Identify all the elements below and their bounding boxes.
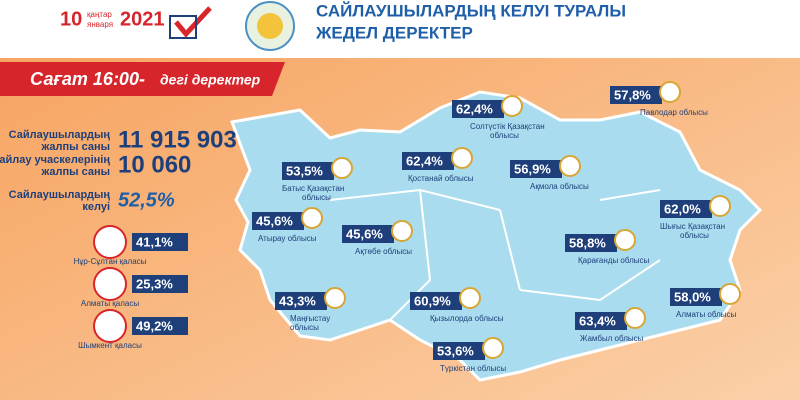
region-icon bbox=[501, 95, 523, 117]
region-name: Маңғыстау bbox=[290, 314, 330, 323]
region-name: Алматы облысы bbox=[676, 310, 737, 319]
region-icon bbox=[451, 147, 473, 169]
region-value-box bbox=[660, 200, 712, 218]
region-name: облысы bbox=[680, 231, 709, 240]
city-icon bbox=[93, 309, 127, 343]
region-value-box bbox=[410, 292, 462, 310]
region-value-box bbox=[670, 288, 722, 306]
region-icon bbox=[614, 229, 636, 251]
city-value: 25,3% bbox=[136, 276, 173, 291]
region-value: 53,5% bbox=[286, 163, 323, 178]
city-value: 41,1% bbox=[136, 234, 173, 249]
city-value-box bbox=[132, 317, 188, 335]
stat-label: келуі bbox=[82, 201, 110, 213]
region-value-box bbox=[275, 292, 327, 310]
city-icon bbox=[93, 267, 127, 301]
region-name: Қарағанды облысы bbox=[578, 256, 650, 265]
region-icon bbox=[719, 283, 741, 305]
region-borders bbox=[329, 188, 661, 321]
title-line2: ЖЕДЕЛ ДЕРЕКТЕР bbox=[315, 23, 473, 42]
region-icon bbox=[624, 307, 646, 329]
region-value: 60,9% bbox=[414, 293, 451, 308]
title-line1: САЙЛАУШЫЛАРДЫҢ КЕЛУІ ТУРАЛЫ bbox=[316, 1, 626, 20]
region-value: 56,9% bbox=[514, 161, 551, 176]
region-icon bbox=[391, 220, 413, 242]
region-value-box bbox=[433, 342, 485, 360]
region-value-box bbox=[252, 212, 304, 230]
region-name: Ақмола облысы bbox=[530, 182, 589, 191]
region-value-box bbox=[510, 160, 562, 178]
region-value: 63,4% bbox=[579, 313, 616, 328]
region-name: Солтүстік Қазақстан bbox=[470, 122, 545, 131]
region-value-box bbox=[565, 234, 617, 252]
city-value-box bbox=[132, 233, 188, 251]
region-value: 43,3% bbox=[279, 293, 316, 308]
check-icon bbox=[174, 6, 212, 38]
date-month-ru: января bbox=[87, 20, 113, 29]
header-band bbox=[0, 0, 800, 58]
region-name: Түркістан облысы bbox=[440, 364, 506, 373]
region-value: 58,0% bbox=[674, 289, 711, 304]
region-name: Қостанай облысы bbox=[408, 174, 474, 183]
region-icon bbox=[459, 287, 481, 309]
region-value: 62,4% bbox=[406, 153, 443, 168]
date-month-kz: қаңтар bbox=[87, 10, 112, 19]
stat-label: Сайлау учаскелерінің bbox=[0, 154, 110, 166]
region-name: Павлодар облысы bbox=[640, 108, 708, 117]
region-icon bbox=[482, 337, 504, 359]
city-icon bbox=[93, 225, 127, 259]
region-value: 58,8% bbox=[569, 235, 606, 250]
city-value-box bbox=[132, 275, 188, 293]
region-name: Шығыс Қазақстан bbox=[660, 222, 725, 231]
stat-value: 52,5% bbox=[118, 189, 175, 211]
region-value: 62,4% bbox=[456, 101, 493, 116]
region-value: 57,8% bbox=[614, 87, 651, 102]
city-name: Нұр-Сұлтан қаласы bbox=[74, 257, 147, 266]
region-value-box bbox=[342, 225, 394, 243]
region-value: 45,6% bbox=[346, 226, 383, 241]
banner bbox=[0, 62, 285, 96]
banner-title: Сағат 16:00- bbox=[30, 69, 145, 89]
emblem-center bbox=[257, 13, 283, 39]
banner-suffix: дегі деректер bbox=[160, 72, 261, 88]
region-icon bbox=[559, 155, 581, 177]
region-name: облысы bbox=[290, 323, 319, 332]
stat-value: 11 915 903 bbox=[118, 126, 237, 153]
stat-label: Сайлаушылардың bbox=[9, 189, 111, 201]
region-value-box bbox=[282, 162, 334, 180]
city-name: Алматы қаласы bbox=[81, 299, 139, 308]
region-name: облысы bbox=[302, 193, 331, 202]
date-day: 10 bbox=[60, 8, 82, 30]
region-name: Қызылорда облысы bbox=[430, 314, 504, 323]
city-name: Шымкент қаласы bbox=[78, 341, 142, 350]
region-icon bbox=[301, 207, 323, 229]
region-name: Ақтөбе облысы bbox=[355, 247, 412, 256]
region-value-box bbox=[610, 86, 662, 104]
stat-label: Сайлаушылардың bbox=[9, 129, 111, 141]
region-name: Батыс Қазақстан bbox=[282, 184, 344, 193]
region-icon bbox=[331, 157, 353, 179]
stat-label: жалпы саны bbox=[40, 141, 110, 153]
date-year: 2021 bbox=[120, 8, 165, 30]
region-value: 53,6% bbox=[437, 343, 474, 358]
region-icon bbox=[709, 195, 731, 217]
ballot-icon bbox=[169, 15, 197, 39]
stat-value: 10 060 bbox=[118, 151, 191, 178]
region-name: облысы bbox=[490, 131, 519, 140]
region-value-box bbox=[452, 100, 504, 118]
region-name: Атырау облысы bbox=[258, 234, 317, 243]
region-value: 45,6% bbox=[256, 213, 293, 228]
region-icon bbox=[324, 287, 346, 309]
region-name: Жамбыл облысы bbox=[580, 334, 644, 343]
region-icon bbox=[659, 81, 681, 103]
region-value-box bbox=[575, 312, 627, 330]
region-value: 62,0% bbox=[664, 201, 701, 216]
stat-label: жалпы саны bbox=[40, 166, 110, 178]
region-value-box bbox=[402, 152, 454, 170]
city-value: 49,2% bbox=[136, 318, 173, 333]
